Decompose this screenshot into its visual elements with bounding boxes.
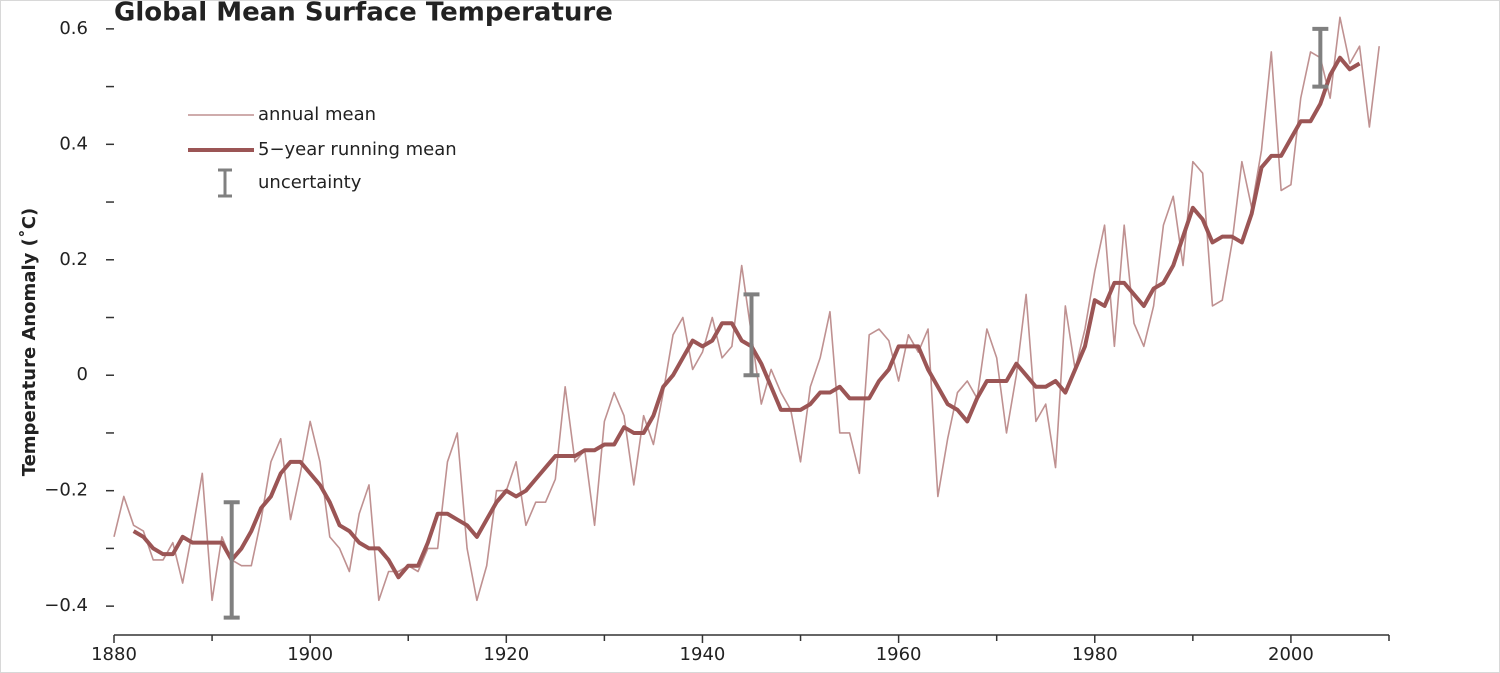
y-tick-label: −0.4 [44, 595, 88, 616]
y-axis-label: Temperature Anomaly (˚C) [18, 208, 40, 477]
legend-label: uncertainty [258, 172, 362, 193]
error-bar [743, 292, 760, 378]
x-tick-label: 1920 [483, 644, 529, 665]
annual-line [113, 16, 1380, 602]
x-tick-label: 1980 [1072, 644, 1118, 665]
legend-label: annual mean [258, 104, 376, 125]
y-tick-label: −0.2 [44, 480, 88, 501]
y-tick-label: 0.6 [59, 18, 88, 39]
x-tick-label: 1880 [91, 644, 137, 665]
error-bar [1312, 26, 1329, 89]
y-tick-label: 0.2 [59, 249, 88, 270]
x-tick-label: 1960 [876, 644, 922, 665]
x-tick-label: 1940 [680, 644, 726, 665]
y-tick-label: 0 [77, 364, 88, 385]
legend-swatch [218, 168, 232, 198]
x-tick-label: 1900 [287, 644, 333, 665]
chart-title: Global Mean Surface Temperature [114, 0, 613, 28]
legend-label: 5−year running mean [258, 139, 457, 160]
running-mean-line [132, 55, 1361, 580]
y-tick-label: 0.4 [59, 133, 88, 154]
error-bar [223, 500, 240, 620]
x-tick-label: 2000 [1268, 644, 1314, 665]
